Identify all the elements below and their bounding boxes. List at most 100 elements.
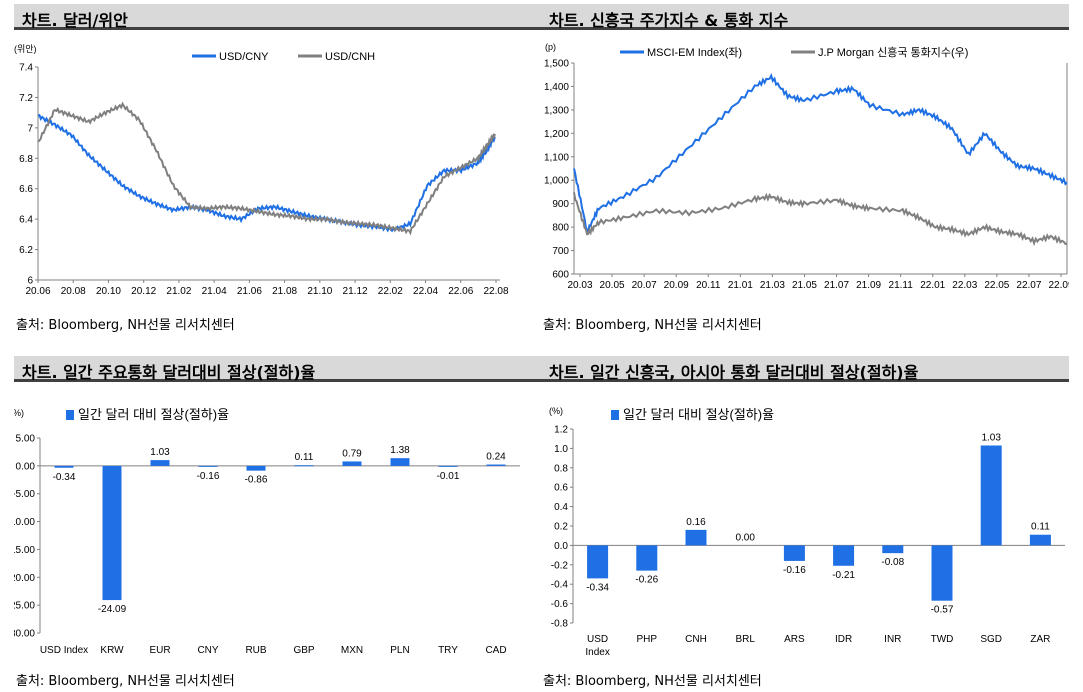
x-tick-label: 22.05 [984,280,1009,291]
panel-title-bar: 차트. 신흥국 주가지수 & 통화 지수 [541,4,1069,30]
legend-label: J.P Morgan 신흥국 통화지수(우) [818,45,968,59]
y-tick-label: 800 [552,223,569,234]
bar-INR [882,545,904,554]
y-tick-label: 7.2 [19,93,33,104]
y-tick-label: 7 [27,123,33,134]
y-tick-label: 0.6 [554,483,568,494]
x-tick-label: 22.08 [483,286,508,297]
category-label: INR [884,634,901,645]
x-tick-label: 21.12 [343,286,368,297]
legend-label: USD/CNH [325,51,375,63]
bar-KRW [102,465,122,601]
y-tick-label: 6.8 [19,154,33,165]
category-label: TRY [438,645,458,656]
category-label: CAD [485,645,506,656]
bar-RUB [246,465,266,471]
y-tick-label: -0.8 [551,619,569,630]
x-tick-label: 22.04 [413,286,438,297]
y-tick-label: -0.6 [551,599,569,610]
category-label: CNH [685,634,707,645]
y-tick-label: 6.2 [19,245,33,256]
category-label: CNY [197,645,218,656]
category-label: SGD [980,634,1002,645]
y-tick-label: 0.8 [554,463,568,474]
data-label: 0.11 [1031,522,1050,533]
y-tick-label: -15.00 [14,545,35,556]
em-asia-currencies-bar-chart: 1.2 1.0 0.8 0.6 0.4 0.2 0.0 -0.2 -0.4 -0.6 -0.8 -0.… [549,406,1065,658]
data-label: 0.11 [295,452,314,463]
y-tick-label: 6.6 [19,184,33,195]
x-tick-label: 21.04 [202,286,227,297]
y-tick-label: 0.4 [554,502,568,513]
y-tick-label: 1,100 [544,152,569,163]
x-tick-label: 22.02 [378,286,403,297]
series-line-1 [573,192,1068,247]
data-label: -0.34 [586,582,609,593]
y-tick-label: 6.4 [19,215,33,226]
panel-title: 차트. 일간 주요통화 달러대비 절상(절하)율 [22,363,316,382]
x-tick-label: 21.09 [856,280,881,291]
panel-title: 차트. 신흥국 주가지수 & 통화 지수 [549,11,789,30]
data-label: -0.34 [53,472,76,483]
y-tick-label: 1,200 [544,129,569,140]
bar-CNH [685,529,707,546]
panel-title: 차트. 달러/위안 [22,11,128,30]
y-tick-label: 900 [552,199,569,210]
legend-label: 일간 달러 대비 절상(절하)율 [623,407,774,422]
chart-panel-usd-cny: 차트. 달러/위안 6 6.2 6.4 6.6 6.8 7 7.2 7.4 20.06 20.08… [14,0,542,340]
category-label: ZAR [1030,634,1050,645]
series-line-0 [37,113,496,233]
bar-CAD [486,464,506,466]
chart-panel-em-asia-currencies: 차트. 일간 신흥국, 아시아 통화 달러대비 절상(절하)율 1.2 1.0 0.… [541,352,1069,692]
em-index-line-chart: 600 700 800 900 1,000 1,100 1,200 1,300 1,400 1,5… [544,42,1069,291]
y-axis-unit: (%) [14,408,24,418]
y-tick-label: 0.00 [16,461,36,472]
chart-panel-em-index: 차트. 신흥국 주가지수 & 통화 지수 600 700 800 900 1,000 1,… [541,0,1069,340]
bar-PLN [390,458,410,466]
x-tick-label: 20.09 [664,280,689,291]
data-label: -0.16 [783,565,806,576]
data-label: 1.38 [390,445,410,456]
y-tick-label: -10.00 [14,517,35,528]
y-tick-label: 1.2 [554,425,568,436]
legend-label: USD/CNY [219,51,269,63]
legend-swatch [611,410,619,420]
legend-swatch [66,410,74,420]
category-label: BRL [735,634,755,645]
source-note: 출처: Bloomberg, NH선물 리서치센터 [16,318,235,333]
panel-title-bar: 차트. 달러/위안 [14,4,542,30]
y-tick-label: 0.0 [554,541,568,552]
category-label: PLN [390,645,409,656]
y-tick-label: 1,000 [544,176,569,187]
major-currencies-bar-chart: 5.00 0.00 -5.00 -10.00 -15.00 -20.00 -25.00 -30… [14,407,520,656]
x-tick-label: 20.06 [25,286,50,297]
data-label: -0.26 [635,575,658,586]
bar-ARS [783,545,805,561]
data-label: 1.03 [981,432,1001,443]
x-tick-label: 20.05 [600,280,625,291]
bar-CNY [198,465,218,467]
bar-IDR [833,545,855,566]
y-tick-label: -5.00 [14,489,35,500]
bar-SGD [980,445,1002,546]
data-label: -0.86 [245,475,268,486]
x-tick-label: 21.06 [237,286,262,297]
bar-TWD [931,545,953,601]
category-label: Index [585,647,609,658]
y-tick-label: 600 [552,270,569,281]
source-note: 출처: Bloomberg, NH선물 리서치센터 [543,318,762,333]
panel-title-bar: 차트. 일간 주요통화 달러대비 절상(절하)율 [14,356,542,382]
x-tick-label: 21.07 [824,280,849,291]
y-tick-label: 0.2 [554,522,568,533]
data-label: -0.16 [197,471,220,482]
category-label: EUR [149,645,170,656]
y-axis-unit: (위안) [14,44,37,54]
bar-ZAR [1029,534,1051,546]
category-label: MXN [341,645,363,656]
bar-GBP [294,465,314,467]
x-tick-label: 22.07 [1016,280,1041,291]
bar-USD Index [587,545,609,579]
chart-panel-major-currencies: 차트. 일간 주요통화 달러대비 절상(절하)율 5.00 0.00 -5.00 -1… [14,352,542,692]
data-label: 0.16 [686,517,706,528]
bar-MXN [342,461,362,466]
